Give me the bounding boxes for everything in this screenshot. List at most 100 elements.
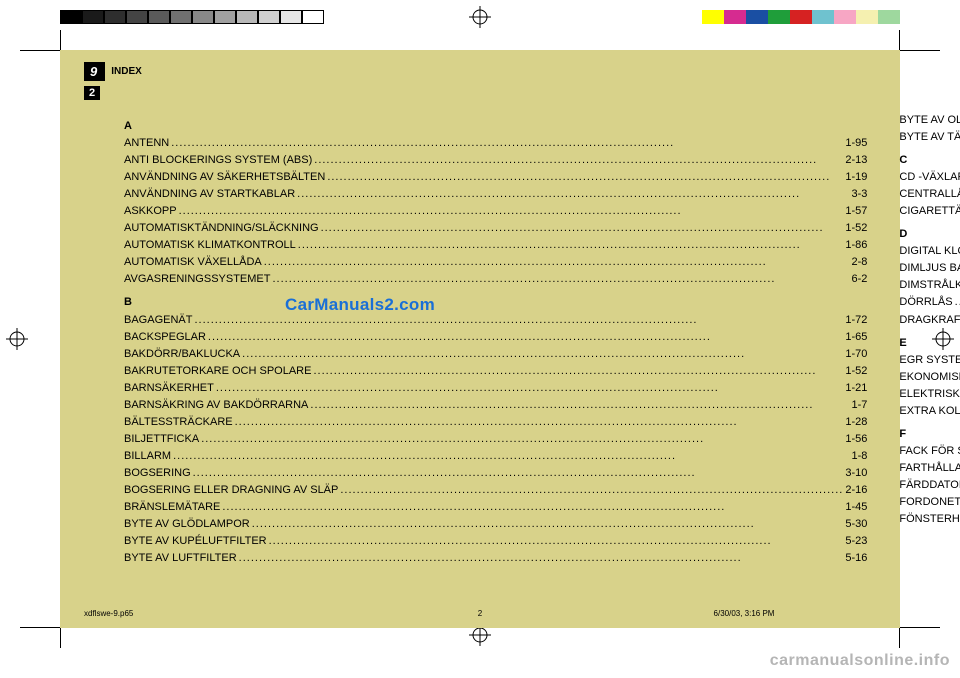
index-entry: BAGAGENÄT 1-72 — [124, 312, 867, 329]
registration-target-left — [6, 328, 28, 350]
page-area: 9 INDEX 2 AANTENN1-95ANTI BLOCKERINGS SY… — [60, 50, 900, 628]
index-entry-dots — [208, 329, 843, 346]
index-entry-dots — [269, 533, 844, 550]
index-section-letter: E — [899, 335, 960, 352]
index-entry: AVGASRENINGSSYSTEMET6-2 — [124, 271, 867, 288]
index-entry-page: 5-30 — [845, 516, 867, 533]
index-entry-label: CIGARETTÄNDAREN — [899, 203, 960, 220]
index-entry: ANVÄNDNING AV STARTKABLAR 3-3 — [124, 186, 867, 203]
index-entry-label: BYTE AV TÄNDSTIFT — [899, 129, 960, 146]
index-column-left: AANTENN1-95ANTI BLOCKERINGS SYSTEM (ABS)… — [124, 112, 867, 580]
index-section-letter: F — [899, 426, 960, 443]
index-entry-label: EKONOMISK KÖRNING — [899, 369, 960, 386]
index-entry: AUTOMATISK VÄXELLÅDA 2-8 — [124, 254, 867, 271]
index-entry-label: BILJETTFICKA — [124, 431, 199, 448]
index-entry-label: AUTOMATISK VÄXELLÅDA — [124, 254, 262, 271]
index-entry-dots — [171, 135, 843, 152]
index-entry-page: 1-7 — [851, 397, 867, 414]
index-entry-label: DRAGKRAFTSKONTROLL — [899, 312, 960, 329]
index-entry-label: ANTENN — [124, 135, 169, 152]
index-entry-page: 1-72 — [845, 312, 867, 329]
index-entry: CIGARETTÄNDAREN1-57 — [899, 203, 960, 220]
index-entry: BOGSERING 3-10 — [124, 465, 867, 482]
index-entry-page: 2-8 — [851, 254, 867, 271]
index-entry: BRÄNSLEMÄTARE1-45 — [124, 499, 867, 516]
index-entry: FÄRDDATOR1-48 — [899, 477, 960, 494]
index-entry: BYTE AV OLJA OCH OLJEFILTER5-10 — [899, 112, 960, 129]
index-entry: ANTENN1-95 — [124, 135, 867, 152]
index-entry-label: BOGSERING ELLER DRAGNING AV SLÄP — [124, 482, 338, 499]
index-entry: BYTE AV GLÖDLAMPOR 5-30 — [124, 516, 867, 533]
index-entry-page: 1-19 — [845, 169, 867, 186]
index-entry: BOGSERING ELLER DRAGNING AV SLÄP2-16 — [124, 482, 867, 499]
index-entry-dots — [173, 448, 849, 465]
index-entry: FACK FÖR SOLGLASÖGON1-64 — [899, 443, 960, 460]
index-section-letter: C — [899, 152, 960, 169]
index-entry-label: BILLARM — [124, 448, 171, 465]
index-entry-label: ANVÄNDNING AV SÄKERHETSBÄLTEN — [124, 169, 325, 186]
index-entry-dots — [321, 220, 844, 237]
index-entry-label: DIMSTRÅLKASTARE FRAM — [899, 277, 960, 294]
index-entry-label: BYTE AV GLÖDLAMPOR — [124, 516, 250, 533]
index-entry: BYTE AV LUFTFILTER 5-16 — [124, 550, 867, 567]
index-entry-label: DÖRRLÅS — [899, 294, 952, 311]
index-entry: BYTE AV KUPÉLUFTFILTER5-23 — [124, 533, 867, 550]
index-entry-dots — [314, 152, 843, 169]
index-entry: ANVÄNDNING AV SÄKERHETSBÄLTEN 1-19 — [124, 169, 867, 186]
index-entry-page: 1-45 — [845, 499, 867, 516]
index-entry: ANTI BLOCKERINGS SYSTEM (ABS)2-13 — [124, 152, 867, 169]
index-entry-label: ASKKOPP — [124, 203, 177, 220]
index-entry-page: 1-8 — [851, 448, 867, 465]
index-entry-label: BYTE AV KUPÉLUFTFILTER — [124, 533, 267, 550]
index-entry: BAKDÖRR/BAKLUCKA1-70 — [124, 346, 867, 363]
index-entry-label: FACK FÖR SOLGLASÖGON — [899, 443, 960, 460]
index-entry: FARTHÅLLARE1-73 — [899, 460, 960, 477]
index-entry: BAKRUTETORKARE OCH SPOLARE1-52 — [124, 363, 867, 380]
index-entry-page: 1-52 — [845, 220, 867, 237]
index-entry-page: 1-70 — [845, 346, 867, 363]
index-entry-dots — [201, 431, 843, 448]
index-entry-dots — [222, 499, 843, 516]
index-entry: AUTOMATISKTÄNDNING/SLÄCKNING 1-52 — [124, 220, 867, 237]
index-entry-dots — [313, 363, 843, 380]
index-entry: BARNSÄKERHET1-21 — [124, 380, 867, 397]
index-entry: DIMLJUS BAK1-54 — [899, 260, 960, 277]
index-entry: BYTE AV TÄNDSTIFT5-14 — [899, 129, 960, 146]
index-entry-label: BOGSERING — [124, 465, 191, 482]
index-entry: ELEKTRISKA FÖNSTERHISSAR1-11 — [899, 386, 960, 403]
index-entry-label: BAGAGENÄT — [124, 312, 192, 329]
index-entry-page: 1-86 — [845, 237, 867, 254]
index-entry-page: 6-2 — [851, 271, 867, 288]
index-entry: BILJETTFICKA1-56 — [124, 431, 867, 448]
registration-target-top — [469, 6, 491, 28]
footer-date: 6/30/03, 3:16 PM — [612, 609, 876, 618]
index-entry: BILLARM 1-8 — [124, 448, 867, 465]
index-entry-dots — [179, 203, 844, 220]
index-entry-dots — [310, 397, 849, 414]
index-entry-page: 5-16 — [845, 550, 867, 567]
index-column-right: BYTE AV OLJA OCH OLJEFILTER5-10BYTE AV T… — [899, 112, 960, 580]
footer-filename: xdflswe-9.p65 — [84, 609, 348, 618]
section-title: INDEX — [111, 66, 142, 77]
index-entry-label: EGR SYSTEM — [899, 352, 960, 369]
index-section-letter: A — [124, 118, 867, 135]
index-entry-label: DIGITAL KLOCKA — [899, 243, 960, 260]
index-entry-dots — [242, 346, 843, 363]
index-entry-page: 3-10 — [845, 465, 867, 482]
index-entry-label: ANVÄNDNING AV STARTKABLAR — [124, 186, 295, 203]
index-entry-label: BYTE AV LUFTFILTER — [124, 550, 237, 567]
index-entry-page: 1-57 — [845, 203, 867, 220]
index-entry-page: 3-3 — [851, 186, 867, 203]
page-header: 9 INDEX — [84, 62, 142, 81]
watermark-site: carmanualsonline.info — [770, 652, 950, 670]
index-entry-label: FARTHÅLLARE — [899, 460, 960, 477]
section-number: 9 — [84, 62, 105, 81]
index-entry-dots — [193, 465, 844, 482]
index-entry-dots — [297, 186, 849, 203]
print-footer: xdflswe-9.p65 2 6/30/03, 3:16 PM — [84, 609, 876, 618]
index-entry: AUTOMATISK KLIMATKONTROLL1-86 — [124, 237, 867, 254]
index-entry: BACKSPEGLAR1-65 — [124, 329, 867, 346]
index-entry-label: AUTOMATISKTÄNDNING/SLÄCKNING — [124, 220, 319, 237]
index-entry-label: BARNSÄKRING AV BAKDÖRRARNA — [124, 397, 308, 414]
index-entry: ASKKOPP 1-57 — [124, 203, 867, 220]
